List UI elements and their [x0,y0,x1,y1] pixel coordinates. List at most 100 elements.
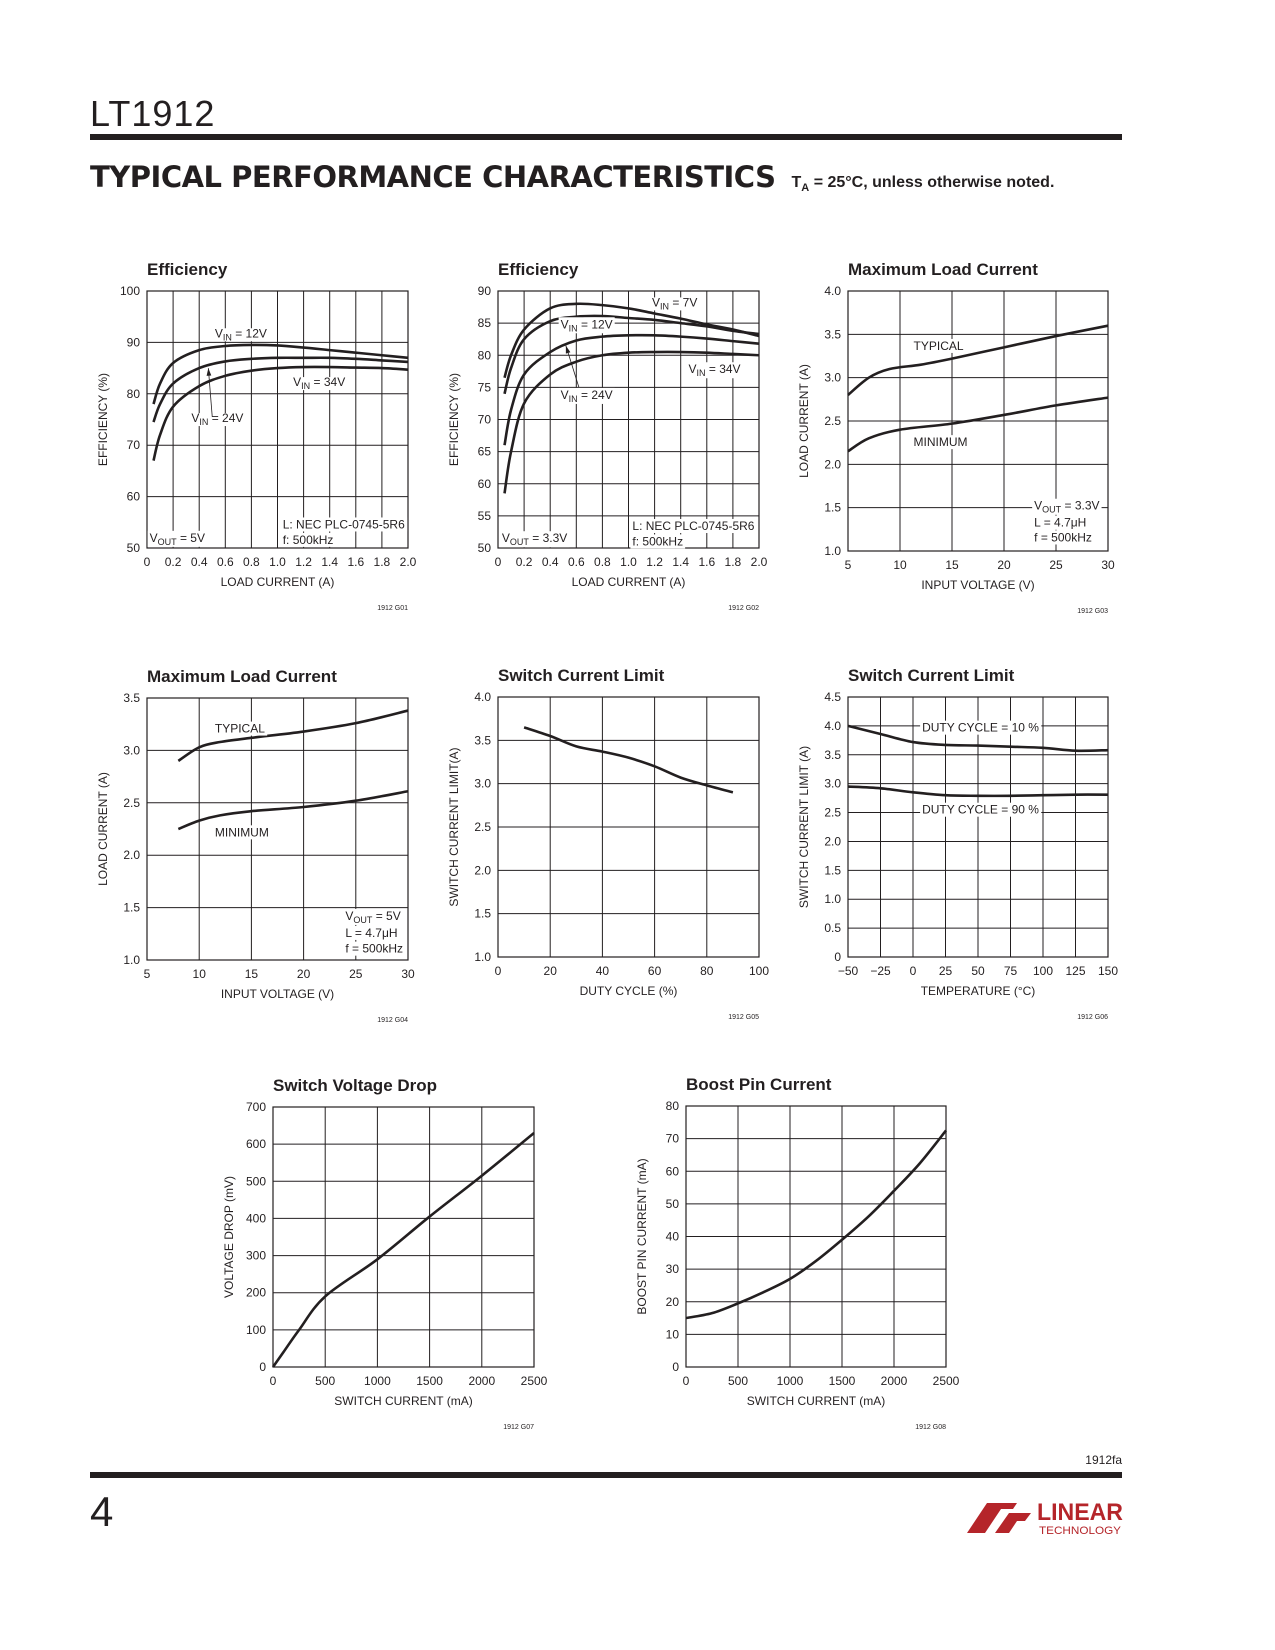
series-line [847,396,1109,453]
annotation-text: f = 500kHz [1034,530,1092,544]
annotation-background [911,338,966,353]
annotation-text-main: f: 500kHz [632,534,683,548]
annotation-text-main: L = 4.7μH [1034,516,1086,530]
x-tick-label: 25 [1049,558,1063,572]
x-tick-label: 60 [648,964,662,978]
x-tick-label: 10 [193,967,207,981]
svg-text:TECHNOLOGY: TECHNOLOGY [1039,1525,1122,1537]
x-tick-label: 0 [683,1374,690,1388]
annotation-text: TYPICAL [914,339,964,353]
y-tick-label: 0 [834,950,841,964]
y-tick-label: 2.5 [824,414,841,428]
x-tick-label: 1.0 [620,555,637,569]
annotation-text-subscript: IN [569,394,578,404]
x-tick-label: 500 [315,1374,335,1388]
annotation-background [212,721,268,736]
annotation-background [920,720,1042,735]
y-tick-label: 1.5 [123,901,140,915]
annotation-text: VIN = 7V [652,295,697,311]
figure-code: 1912 G06 [1077,1014,1108,1021]
y-tick-label: 2.0 [824,457,841,471]
annotation-text-subscript: IN [660,301,669,311]
annotation: VIN = 12V [558,317,615,334]
x-tick-label: 0.8 [594,555,611,569]
chart-title: Switch Current Limit [848,666,1015,685]
annotation: f = 500kHz [343,941,406,956]
annotation: L = 4.7μH [1032,515,1089,530]
y-tick-label: 70 [478,413,492,427]
plot-frame [272,1106,535,1368]
annotation-text-subscript: OUT [158,537,178,547]
annotation-background [343,941,406,956]
annotation: VIN = 24V [189,368,246,427]
annotation-text-main: TYPICAL [914,339,964,353]
x-tick-label: 0 [270,1374,277,1388]
header-rule [90,134,1122,140]
chart-title: Maximum Load Current [848,260,1038,279]
conditions-sub: A [801,182,810,195]
linear-technology-logo: LINEAR TECHNOLOGY [967,1499,1123,1537]
y-axis-label: EFFICIENCY (%) [447,373,461,466]
annotation-text: VOUT = 5V [345,909,400,925]
annotation-background [911,435,970,450]
annotation: TYPICAL [911,338,966,353]
x-tick-label: 2000 [881,1374,908,1388]
x-tick-label: 20 [997,558,1011,572]
y-tick-label: 4.0 [824,284,841,298]
x-tick-label: 1.6 [698,555,715,569]
y-tick-label: 70 [666,1132,680,1146]
y-tick-label: 30 [666,1262,680,1276]
annotation: MINIMUM [911,435,970,450]
annotation-text-subscript: IN [697,368,706,378]
annotation-text: f: 500kHz [632,534,683,548]
chart-5: 0 20 40 60 80 100 1.0 1.5 2.0 2.5 3.0 3.5 4.0 Switch … [447,666,769,1021]
series-line [847,324,1109,396]
x-tick-label: −25 [870,964,891,978]
figure-code: 1912 G07 [503,1424,534,1431]
annotation-text-main: MINIMUM [914,435,968,449]
annotation-text: L = 4.7μH [1034,516,1086,530]
annotation-text-main: V [345,909,353,923]
annotation-background [189,413,246,427]
x-tick-label: 1000 [364,1374,391,1388]
svg-text:LINEAR: LINEAR [1037,1499,1123,1526]
part-number: LT1912 [90,93,216,134]
annotation-background [1032,515,1089,530]
x-tick-label: 40 [596,964,610,978]
chart-title: Efficiency [498,260,579,279]
annotation-text-subscript: OUT [1042,505,1062,515]
annotation: VOUT = 5V [147,530,207,547]
x-tick-label: 2500 [933,1374,960,1388]
annotation-text-rest: = 5V [372,909,400,923]
arrowhead-icon [565,345,571,354]
y-tick-label: 0 [259,1360,266,1374]
annotation: f = 500kHz [1032,530,1094,545]
x-tick-label: 15 [245,967,259,981]
annotation-text-main: f: 500kHz [283,533,334,547]
y-tick-label: 100 [246,1323,266,1337]
x-tick-label: 1.0 [269,555,286,569]
annotation-text-rest: = 12V [578,317,613,331]
annotation-text-main: V [689,362,697,376]
series-line [177,709,409,762]
y-tick-label: 80 [478,348,492,362]
annotation-text: VOUT = 3.3V [502,531,567,547]
plot-frame [497,290,760,549]
y-axis-label: SWITCH CURRENT LIMIT (A) [797,746,811,908]
annotation-text: TYPICAL [215,722,265,736]
x-tick-label: 0 [144,555,151,569]
x-tick-label: 0.4 [542,555,559,569]
annotation-text: VOUT = 5V [150,531,205,547]
annotation-background [343,908,403,925]
figure-code: 1912 G03 [1077,608,1108,615]
y-tick-label: 50 [666,1197,680,1211]
annotation-text-main: L = 4.7μH [345,926,397,940]
series-line [847,724,1109,753]
annotation-text-main: V [652,295,660,309]
y-tick-label: 10 [666,1327,680,1341]
x-tick-label: 10 [893,558,907,572]
x-tick-label: 1.8 [374,555,391,569]
annotation-text: L: NEC PLC-0745-5R6 [283,517,405,531]
x-tick-label: 5 [845,558,852,572]
x-tick-label: 1.4 [321,555,338,569]
